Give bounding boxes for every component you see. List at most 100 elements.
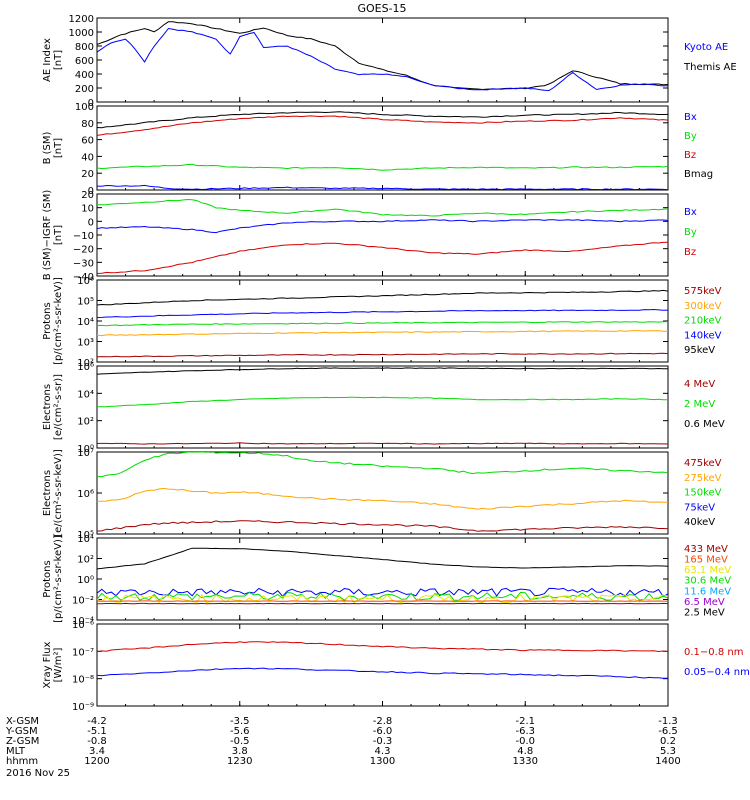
x-axis-tick-label: -3.5	[230, 716, 250, 727]
y-tick-label: 10²	[77, 417, 94, 428]
legend-label: 140keV	[684, 330, 722, 341]
y-axis-label: [nT]	[53, 225, 64, 245]
legend-label: By	[684, 227, 697, 238]
legend-label: Bz	[684, 150, 696, 161]
y-tick-label: 40	[81, 152, 94, 163]
date-label: 2016 Nov 25	[6, 768, 70, 779]
y-tick-label: 0	[88, 217, 94, 228]
panel-bigrf: 20 10 0 −10 −20 −30 −40 B (SM)−IGRF (SM) [nT] Bx B…	[42, 190, 697, 283]
y-tick-label: 10⁶	[77, 276, 94, 287]
y-tick-label: 10²	[77, 358, 94, 369]
y-axis-label: B (SM)−IGRF (SM)	[42, 190, 53, 281]
y-axis-label: Xray Flux	[42, 641, 53, 688]
y-axis-label: Electrons	[42, 470, 53, 516]
x-axis-row-label: Y-GSM	[5, 726, 38, 737]
y-tick-label: −20	[73, 245, 94, 256]
legend-label: 433 MeV	[684, 544, 728, 555]
y-tick-label: 400	[75, 70, 94, 81]
y-tick-label: 1000	[69, 28, 94, 39]
y-axis-label: Protons	[42, 560, 53, 597]
y-tick-label: 10⁻⁸	[72, 675, 94, 686]
panel-ae: 1200 1000 800 600 400 200 0 AE Index [nT] Kyoto A…	[42, 14, 737, 109]
x-axis-tick-label: -2.8	[373, 716, 393, 727]
panel-bsm: 100 80 60 40 20 0 B (SM) [nT] Bx By Bz Bmag	[42, 102, 713, 197]
legend-label: 475keV	[684, 458, 722, 469]
legend-label: 210keV	[684, 316, 722, 327]
legend-label: Bx	[684, 112, 697, 123]
y-tick-label: 1200	[69, 14, 94, 25]
x-axis-tick-label: -0.0	[515, 736, 535, 747]
series-line-0-1-0-8-nm	[97, 641, 668, 653]
y-tick-label: 10⁶	[77, 362, 94, 373]
legend-label: Bx	[684, 207, 697, 218]
series-line-0-6-mev	[97, 367, 668, 375]
y-tick-label: 10⁷	[77, 448, 94, 459]
series-line-2-mev	[97, 396, 668, 408]
y-axis-label: [e/(cm²-s-sr-keV)]	[53, 449, 64, 537]
x-axis-tick-label: -0.8	[87, 736, 107, 747]
y-tick-label: 80	[81, 119, 94, 130]
y-axis-label: [nT]	[53, 50, 64, 70]
legend-label: Bz	[684, 247, 696, 258]
legend-label: 11.6 MeV	[684, 586, 731, 597]
legend-label: Bmag	[684, 169, 713, 180]
series-line-140kev	[97, 308, 668, 318]
y-tick-label: 20	[81, 169, 94, 180]
y-axis-label: [p/(cm²-s-sr-keV)]	[53, 277, 64, 365]
y-axis-label: AE Index	[42, 38, 53, 82]
y-axis-label: Electrons	[42, 384, 53, 430]
legend-label: 165 MeV	[684, 555, 728, 566]
legend-label: 40keV	[684, 517, 715, 528]
y-tick-label: 10⁵	[77, 530, 94, 541]
x-axis-row-label: MLT	[6, 746, 26, 757]
panel-frame	[96, 623, 669, 707]
y-tick-label: 800	[75, 42, 94, 53]
series-line-kyoto-ae	[97, 27, 668, 92]
legend-label: 30.6 MeV	[684, 576, 731, 587]
y-tick-label: 10⁻²	[72, 596, 94, 607]
x-axis-tick-label: 1300	[370, 756, 395, 767]
legend-label: 0.05−0.4 nm	[684, 667, 750, 678]
legend-label: 300keV	[684, 301, 722, 312]
series-line-300kev	[97, 330, 668, 337]
x-axis-tick-label: -0.5	[230, 736, 250, 747]
y-tick-label: 100	[75, 102, 94, 113]
y-tick-label: 0	[88, 186, 94, 197]
x-axis-tick-label: 3.4	[89, 746, 105, 757]
y-tick-label: 10²	[77, 555, 94, 566]
panel-frame	[96, 365, 669, 449]
legend-label: 150keV	[684, 488, 722, 499]
y-tick-label: 10⁻⁶	[72, 620, 94, 631]
legend-label: 275keV	[684, 473, 722, 484]
legend-label: 75keV	[684, 502, 715, 513]
y-tick-label: 10⁶	[77, 489, 94, 500]
x-axis-tick-label: 1230	[227, 756, 252, 767]
series-line-11-6-mev	[97, 587, 668, 598]
y-axis-label: [W/m²]	[53, 647, 64, 682]
legend-label: 0.6 MeV	[684, 419, 725, 430]
series-line-by	[97, 163, 668, 171]
x-axis-tick-label: -4.2	[87, 716, 107, 727]
legend-label: 63.1 MeV	[684, 565, 731, 576]
y-axis-label: B (SM)	[42, 131, 53, 164]
x-axis-tick-label: -0.3	[373, 736, 393, 747]
x-axis-tick-label: -1.3	[658, 716, 678, 727]
y-tick-label: 10⁴	[77, 317, 94, 328]
series-line-2-5-mev	[97, 547, 668, 570]
legend-label: 0.1−0.8 nm	[684, 647, 743, 658]
series-line-575kev	[97, 352, 668, 358]
series-line-30-6-mev	[97, 591, 668, 601]
series-line-themis-ae	[97, 21, 668, 91]
panel-electrons2: 10⁷ 10⁶ 10⁵ Electrons [e/(cm²-s-sr-keV)] 475k…	[42, 448, 722, 541]
x-axis-tick-label: -6.3	[515, 726, 535, 737]
legend-label: 2.5 MeV	[684, 607, 725, 618]
panel-frame	[96, 537, 669, 621]
panel-electrons1: 10⁶ 10⁴ 10² 10⁰ Electrons [e/(cm²-s-sr)] 4 MeV…	[42, 362, 725, 455]
series-line-0-05-0-4-nm	[97, 667, 668, 679]
y-tick-label: −30	[73, 258, 94, 269]
y-tick-label: 10⁻⁷	[72, 647, 94, 658]
legend-label: Themis AE	[683, 62, 737, 73]
series-line-by	[97, 198, 668, 217]
legend-label: By	[684, 131, 697, 142]
